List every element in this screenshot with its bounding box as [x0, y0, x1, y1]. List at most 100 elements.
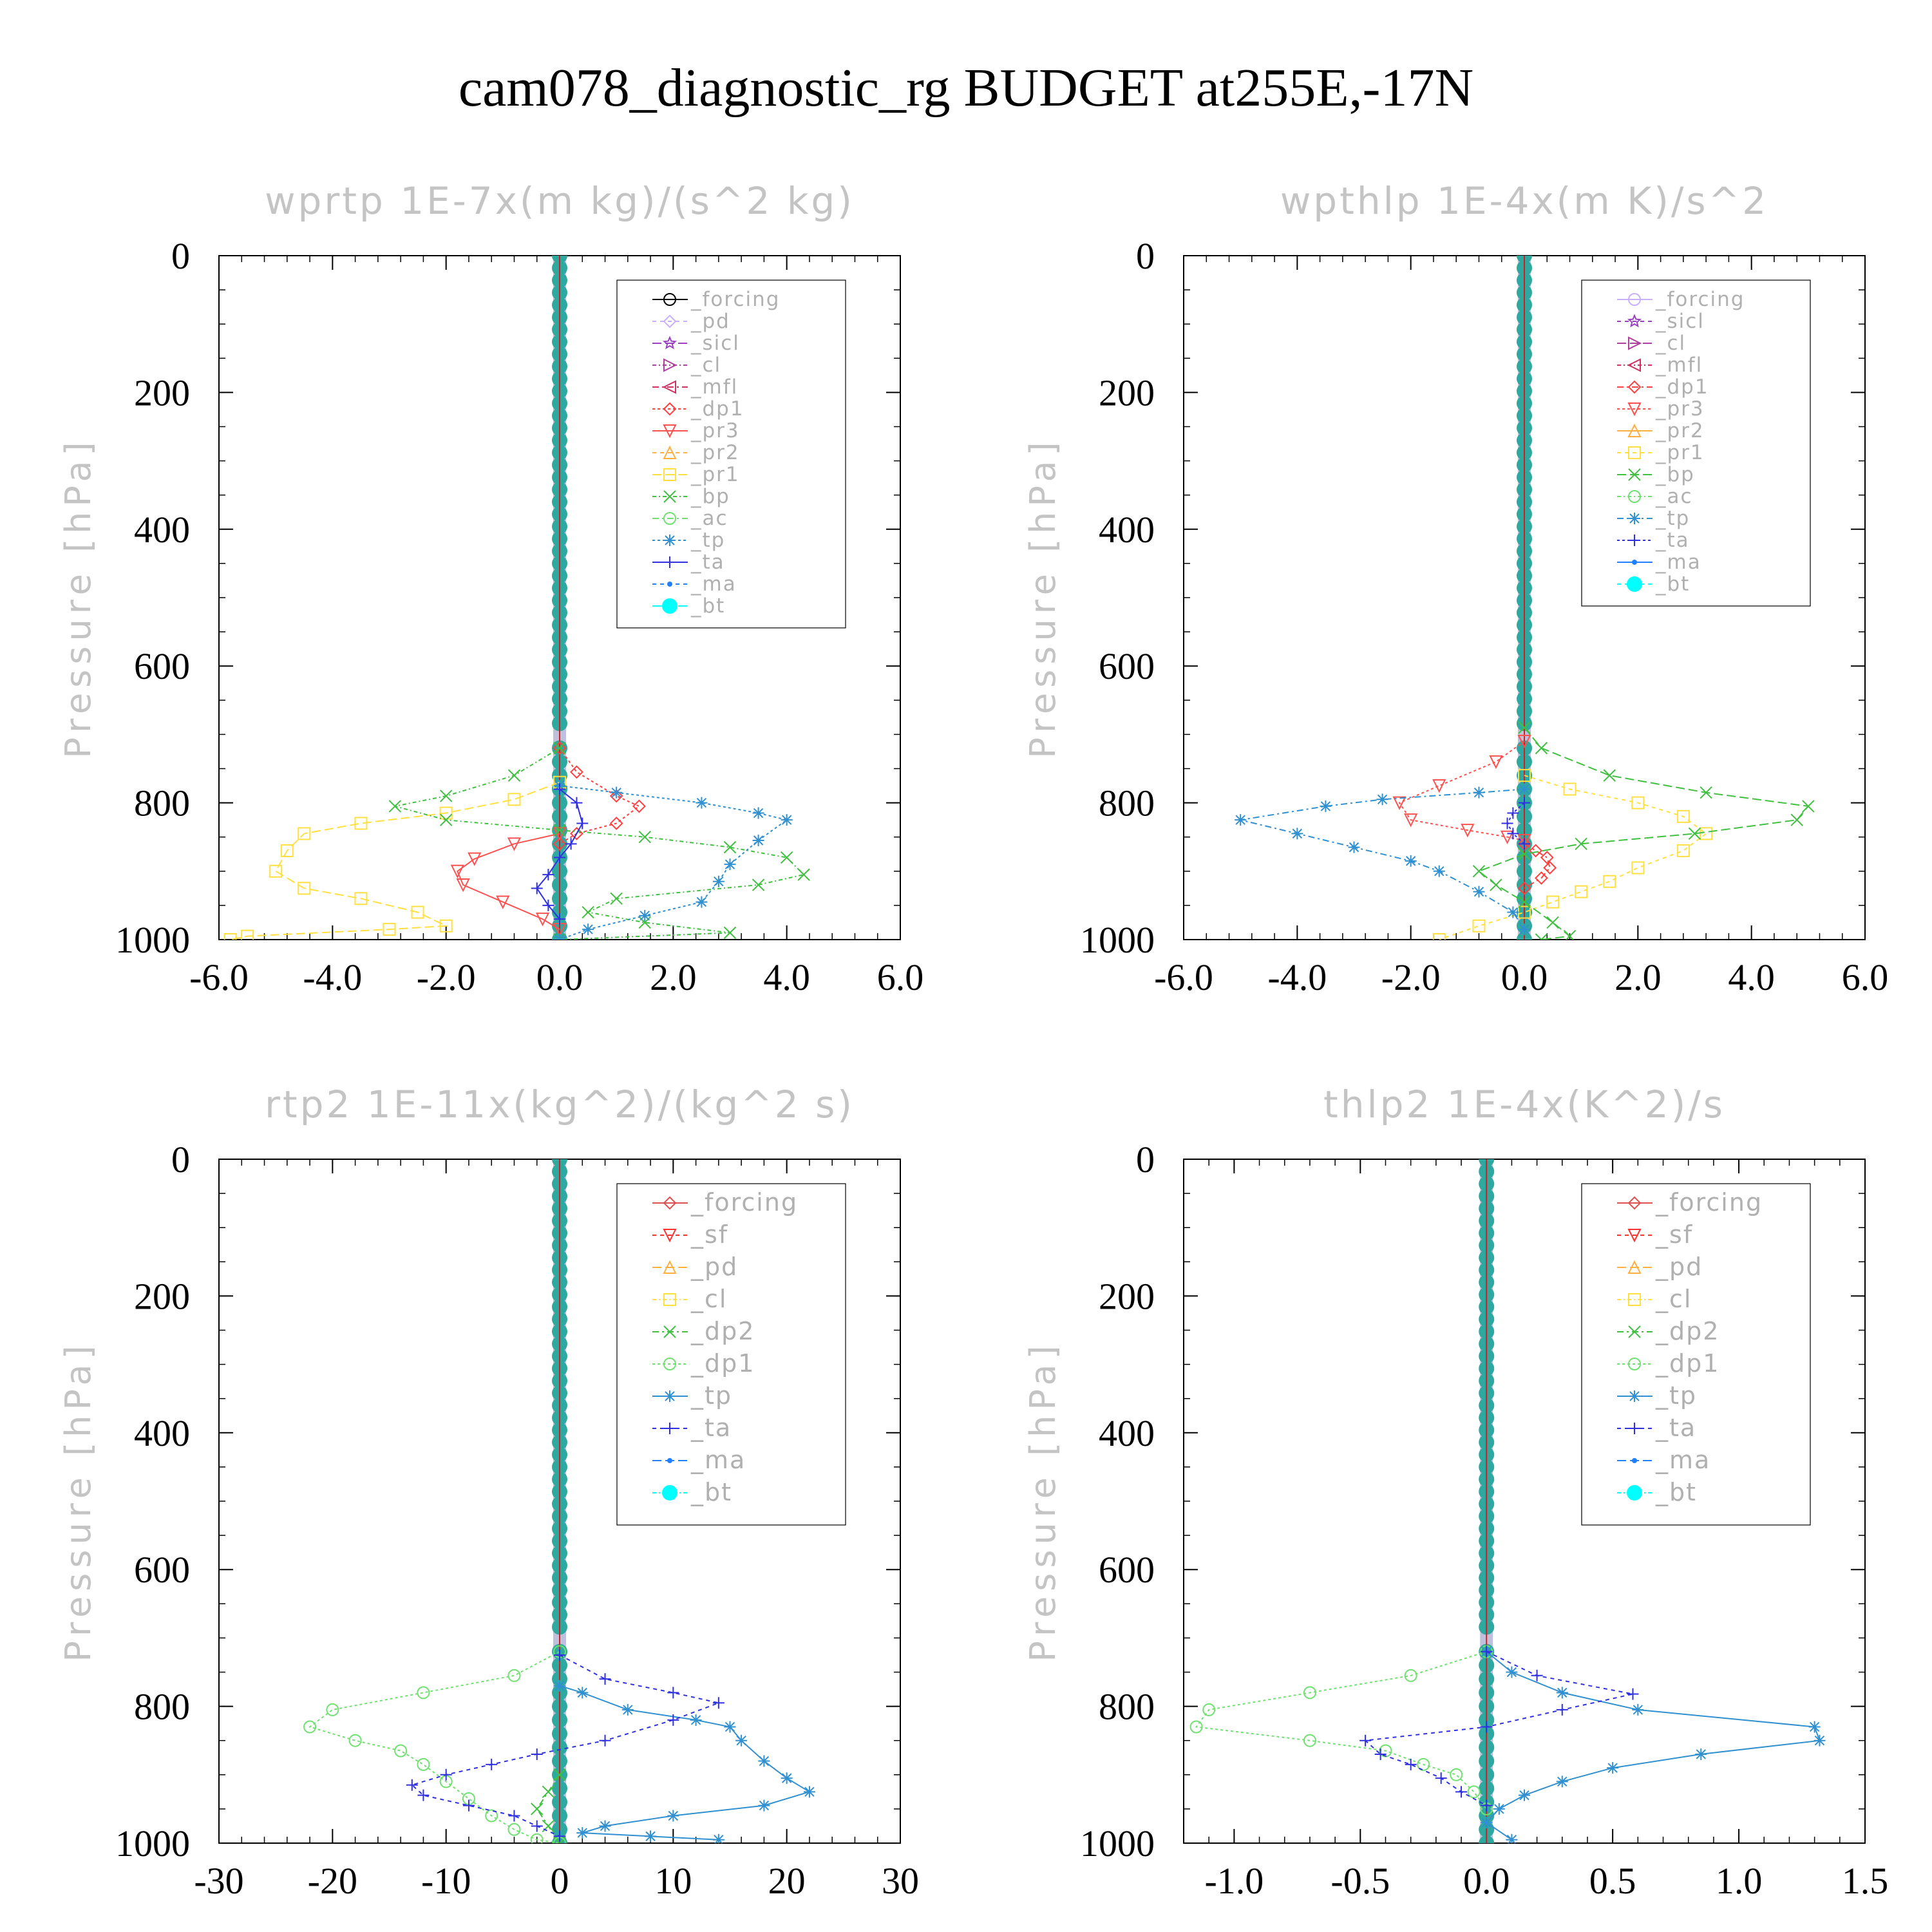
data-point	[1700, 786, 1712, 799]
data-point	[1392, 796, 1406, 810]
legend-label: _mfl	[690, 375, 738, 399]
series-pr3	[450, 827, 567, 937]
data-point	[439, 813, 453, 826]
legend-label: _tp	[1655, 1381, 1697, 1410]
data-point	[554, 1649, 565, 1661]
data-point	[639, 909, 651, 922]
series-line	[1195, 1651, 1488, 1810]
data-point	[1433, 865, 1445, 877]
data-point	[554, 913, 565, 925]
data-point	[507, 769, 521, 782]
data-point	[1359, 1734, 1372, 1747]
data-point	[1519, 783, 1530, 795]
legend-label: _bt	[690, 594, 725, 618]
legend-frame	[1581, 1183, 1811, 1526]
data-point	[1546, 916, 1559, 929]
series-line	[1240, 788, 1525, 930]
data-point	[542, 869, 554, 881]
legend-label: _ma	[1655, 1446, 1710, 1474]
legend-label: _dp1	[690, 397, 744, 421]
legend-marker	[1627, 1260, 1642, 1274]
legend-entry-ac: _ac	[652, 507, 727, 530]
legend-label: _cl	[690, 354, 721, 377]
legend-entry-ma: _ma	[1617, 1446, 1710, 1474]
data-point	[1291, 828, 1303, 840]
x-tick-label: 6.0	[1842, 956, 1889, 998]
legend-label: _ta	[690, 1414, 732, 1442]
legend-label: _bt	[1655, 573, 1690, 596]
data-point	[1814, 1734, 1826, 1747]
legend-label: _dp1	[690, 1349, 755, 1378]
data-point	[383, 923, 396, 936]
legend-marker	[1627, 1485, 1642, 1501]
data-point	[553, 837, 567, 851]
data-point	[394, 1744, 408, 1757]
legend-entry-ta: _ta	[652, 1414, 732, 1442]
legend-entry-ma: _ma	[652, 573, 735, 596]
y-tick-label: 1000	[115, 1823, 190, 1864]
data-point	[554, 783, 565, 795]
data-point	[781, 814, 793, 826]
data-point	[1417, 1757, 1430, 1771]
legend-entry-pd: _pd	[1617, 1253, 1701, 1281]
zero-profile-column	[552, 256, 567, 940]
legend-entry-tp: _tp	[1617, 507, 1690, 530]
legend-marker	[663, 445, 677, 459]
x-tick-label: -2.0	[1381, 956, 1441, 998]
data-point	[1531, 1669, 1543, 1681]
x-tick-label: -4.0	[1267, 956, 1327, 998]
data-point	[1556, 1776, 1568, 1788]
data-point	[507, 793, 521, 806]
legend-marker	[662, 380, 676, 394]
legend-label: _pr3	[1655, 397, 1705, 421]
legend-marker	[1628, 293, 1641, 306]
legend-label: _ac	[1655, 485, 1693, 508]
data-point	[599, 1673, 611, 1685]
data-point	[1473, 786, 1485, 799]
data-point	[611, 786, 623, 799]
legend-label: _sicl	[1655, 310, 1705, 333]
data-point	[1546, 895, 1560, 909]
data-point	[531, 882, 543, 895]
x-tick-label: 20	[768, 1860, 806, 1902]
y-tick-label: 800	[1099, 1686, 1155, 1728]
legend-label: _sf	[690, 1220, 728, 1249]
legend: _forcing _sf _pd _cl _dp2 _dp1 _tp _ta _ma _bt	[616, 1183, 846, 1526]
data-point	[1348, 841, 1360, 853]
data-point	[1376, 793, 1388, 806]
data-point	[599, 1820, 611, 1832]
legend-label: _dp1	[1655, 375, 1709, 399]
legend-label: _cl	[1655, 332, 1686, 355]
legend-entry-pd: _pd	[652, 1253, 737, 1281]
x-tick-label: 4.0	[1728, 956, 1775, 998]
data-point	[1518, 769, 1531, 782]
legend-label: _tp	[1655, 507, 1690, 530]
y-tick-label: 800	[1099, 782, 1155, 824]
panel-title: rtp2 1E-11x(kg^2)/(kg^2 s)	[265, 1083, 855, 1126]
legend-label: _forcing	[690, 1188, 798, 1217]
legend-entry-sf: _sf	[1617, 1220, 1692, 1249]
data-point	[1481, 1645, 1493, 1658]
data-point	[712, 1697, 724, 1709]
legend-marker	[1628, 1325, 1641, 1338]
data-point	[1507, 906, 1519, 918]
data-point	[724, 1721, 736, 1733]
data-point	[1435, 1772, 1447, 1785]
data-point	[1517, 834, 1531, 848]
data-point	[439, 790, 453, 802]
data-point	[417, 1686, 430, 1700]
y-axis-label: Pressure [hPa]	[1023, 1340, 1063, 1662]
x-tick-label: -2.0	[417, 956, 476, 998]
data-point	[780, 851, 793, 864]
data-point	[1472, 919, 1486, 933]
y-axis-label: Pressure [hPa]	[58, 437, 99, 758]
data-point	[570, 765, 583, 779]
legend-marker	[663, 402, 677, 416]
legend-marker	[663, 424, 677, 439]
y-tick-label: 200	[134, 1275, 190, 1317]
data-point	[1519, 1789, 1530, 1801]
legend-marker	[1627, 1196, 1642, 1210]
legend-marker	[1627, 380, 1642, 394]
series-tp	[554, 780, 793, 940]
x-tick-label: -30	[194, 1860, 243, 1902]
